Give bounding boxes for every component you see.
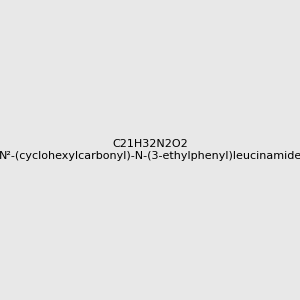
Text: C21H32N2O2
N²-(cyclohexylcarbonyl)-N-(3-ethylphenyl)leucinamide: C21H32N2O2 N²-(cyclohexylcarbonyl)-N-(3-…	[0, 139, 300, 161]
